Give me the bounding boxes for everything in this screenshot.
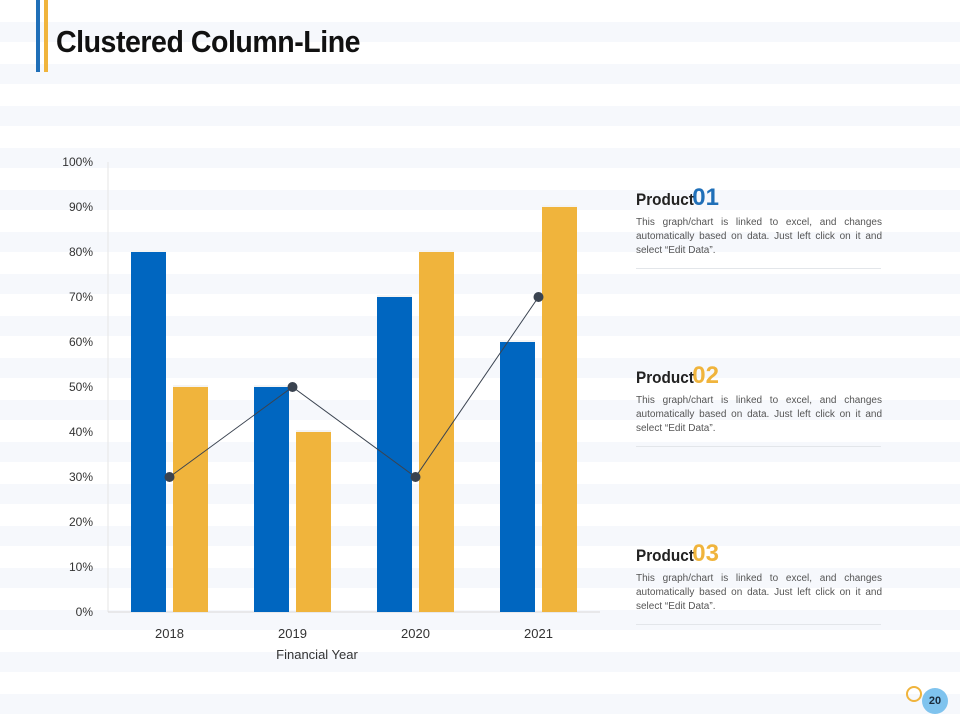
line-point-product-03 [164, 472, 175, 482]
x-axis-label: Financial Year [276, 647, 358, 662]
line-series-product-03 [169, 296, 539, 478]
bar-product-02 [296, 432, 331, 612]
bar-product-02 [419, 252, 454, 612]
product-03-number: 03 [692, 540, 719, 567]
title-accent-bar-gold [44, 0, 48, 72]
product-03-description: This graph/chart is linked to excel, and… [636, 573, 882, 612]
bar-product-01 [254, 387, 289, 612]
x-tick-label: 2021 [524, 626, 553, 641]
product-01-heading: Product 01 [636, 186, 886, 210]
y-tick-label: 40% [69, 425, 93, 439]
y-tick-label: 50% [69, 380, 93, 394]
product-02-label: Product [636, 368, 694, 387]
line-point-product-03 [410, 472, 421, 482]
y-tick-label: 70% [69, 290, 93, 304]
product-02-block: Product 02 This graph/chart is linked to… [636, 364, 886, 447]
line-point-product-03 [287, 382, 298, 392]
product-01-description: This graph/chart is linked to excel, and… [636, 217, 882, 256]
product-03-label: Product [636, 546, 694, 565]
x-tick-label: 2020 [401, 626, 430, 641]
product-03-block: Product 03 This graph/chart is linked to… [636, 542, 886, 625]
product-03-divider [636, 624, 881, 625]
page-number-badge: 20 [922, 688, 948, 714]
bar-product-01 [377, 297, 412, 612]
bar-product-01 [500, 342, 535, 612]
product-01-number: 01 [692, 184, 719, 211]
product-02-number: 02 [692, 362, 719, 389]
product-02-heading: Product 02 [636, 364, 886, 388]
y-tick-label: 20% [69, 515, 93, 529]
product-01-divider [636, 268, 881, 269]
y-tick-label: 30% [69, 470, 93, 484]
product-02-description: This graph/chart is linked to excel, and… [636, 395, 882, 434]
product-01-label: Product [636, 190, 694, 209]
page-number-ring-icon [906, 686, 922, 702]
product-02-divider [636, 446, 881, 447]
x-tick-label: 2019 [278, 626, 307, 641]
y-tick-label: 60% [69, 335, 93, 349]
y-tick-label: 80% [69, 245, 93, 259]
x-tick-label: 2018 [155, 626, 184, 641]
bar-product-01 [131, 252, 166, 612]
product-01-block: Product 01 This graph/chart is linked to… [636, 186, 886, 269]
bar-product-02 [173, 387, 208, 612]
page-title: Clustered Column-Line [56, 24, 361, 59]
line-point-product-03 [533, 292, 544, 302]
y-tick-label: 10% [69, 560, 93, 574]
y-tick-label: 0% [76, 605, 94, 619]
title-accent-bar-blue [36, 0, 40, 72]
y-tick-label: 90% [69, 200, 93, 214]
bar-product-02 [542, 207, 577, 612]
y-tick-label: 100% [62, 155, 93, 169]
product-03-heading: Product 03 [636, 542, 886, 566]
